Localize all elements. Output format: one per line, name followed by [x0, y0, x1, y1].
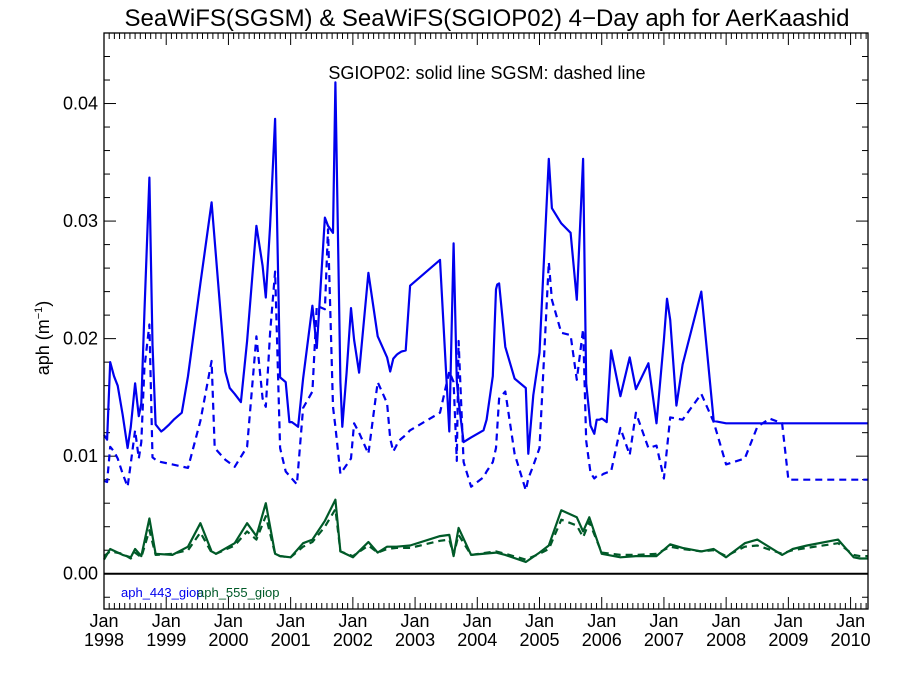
- x-tick-month: Jan: [89, 611, 118, 631]
- x-tick-year: 2003: [395, 630, 435, 650]
- x-tick-year: 2007: [644, 630, 684, 650]
- series-line-aph_555_gsm: [103, 508, 868, 561]
- line-style-note: SGIOP02: solid line SGSM: dashed line: [328, 63, 645, 83]
- x-tick-month: Jan: [525, 611, 554, 631]
- x-tick-year: 2005: [519, 630, 559, 650]
- x-tick-year: 2001: [271, 630, 311, 650]
- x-tick-year: 2010: [831, 630, 871, 650]
- x-axis-ticks: Jan1998Jan1999Jan2000Jan2001Jan2002Jan20…: [84, 33, 871, 650]
- y-tick-label: 0.04: [63, 94, 98, 114]
- x-tick-month: Jan: [401, 611, 430, 631]
- series-lines: [103, 81, 868, 564]
- x-tick-month: Jan: [649, 611, 678, 631]
- legend-entry: aph_555_giop: [197, 585, 279, 600]
- x-tick-year: 1999: [146, 630, 186, 650]
- x-tick-month: Jan: [152, 611, 181, 631]
- x-tick-year: 2004: [457, 630, 497, 650]
- x-tick-year: 2008: [706, 630, 746, 650]
- x-tick-month: Jan: [836, 611, 865, 631]
- x-tick-year: 2000: [208, 630, 248, 650]
- x-tick-month: Jan: [338, 611, 367, 631]
- series-line-aph_443_giop: [103, 81, 868, 455]
- y-tick-label: 0.00: [63, 564, 98, 584]
- x-tick-month: Jan: [463, 611, 492, 631]
- x-tick-month: Jan: [214, 611, 243, 631]
- y-tick-label: 0.02: [63, 329, 98, 349]
- x-tick-month: Jan: [276, 611, 305, 631]
- y-axis-ticks: 0.00 0.01 0.02 0.03 0.04: [63, 32, 868, 598]
- x-tick-month: Jan: [712, 611, 741, 631]
- x-tick-month: Jan: [587, 611, 616, 631]
- x-tick-year: 2002: [333, 630, 373, 650]
- x-tick-year: 2006: [582, 630, 622, 650]
- y-tick-label: 0.01: [63, 446, 98, 466]
- series-line-aph_443_gsm: [103, 228, 868, 492]
- x-tick-month: Jan: [774, 611, 803, 631]
- chart-title: SeaWiFS(SGSM) & SeaWiFS(SGIOP02) 4−Day a…: [125, 5, 850, 32]
- legend-entry: aph_443_giop: [121, 585, 203, 600]
- plot-frame: [103, 32, 869, 610]
- y-tick-label: 0.03: [63, 211, 98, 231]
- y-axis-label: aph (m−1): [33, 301, 53, 376]
- x-tick-year: 2009: [768, 630, 808, 650]
- x-tick-year: 1998: [84, 630, 124, 650]
